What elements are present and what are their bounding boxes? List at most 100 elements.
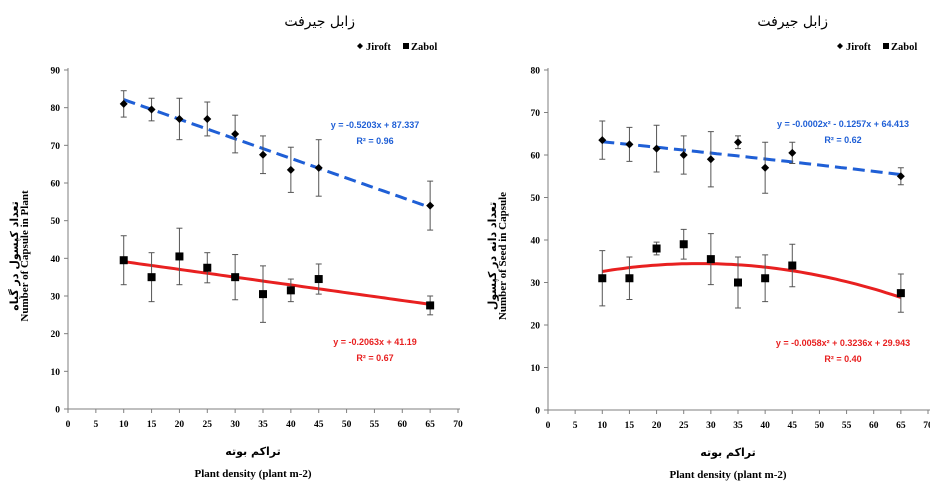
- y-tick-label: 80: [531, 67, 541, 77]
- data-point-zabol: [625, 274, 634, 283]
- equation-zabol: y = -0.0058x² + 0.3236x + 29.943: [776, 338, 910, 348]
- x-tick-label: 0: [66, 420, 71, 430]
- y-axis-label-persian: تعداد کپسول در گیاه: [8, 201, 21, 311]
- x-tick-label: 10: [598, 421, 608, 431]
- x-tick-label: 70: [453, 420, 463, 430]
- x-tick-label: 60: [398, 420, 408, 430]
- x-tick-label: 65: [896, 421, 906, 431]
- data-point-jiroft: [203, 114, 212, 123]
- data-point-jiroft: [314, 163, 323, 172]
- data-point-jiroft: [652, 144, 661, 153]
- data-point-zabol: [426, 301, 435, 310]
- y-tick-label: 30: [531, 279, 541, 289]
- y-tick-label: 10: [531, 364, 541, 374]
- x-tick-label: 45: [314, 420, 324, 430]
- equation-jiroft: y = -0.5203x + 87.337: [331, 120, 420, 130]
- data-point-jiroft: [175, 114, 184, 123]
- legend-marker-jiroft: [357, 43, 363, 49]
- r-squared-jiroft: R² = 0.96: [356, 136, 393, 146]
- x-tick-label: 20: [652, 421, 662, 431]
- x-tick-label: 30: [706, 421, 716, 431]
- data-point-jiroft: [259, 150, 267, 159]
- x-tick-label: 55: [842, 421, 852, 431]
- y-tick-label: 70: [51, 142, 61, 152]
- x-tick-label: 35: [258, 420, 268, 430]
- data-point-zabol: [598, 274, 607, 283]
- y-axis-label: Number of Seed in Capsule: [497, 192, 509, 320]
- data-point-jiroft: [679, 151, 688, 159]
- r-squared-zabol: R² = 0.67: [356, 353, 393, 363]
- x-tick-label: 55: [370, 420, 380, 430]
- x-axis-label-persian: تراکم بوته: [700, 446, 755, 459]
- data-point-jiroft: [119, 99, 128, 108]
- y-tick-label: 40: [531, 237, 541, 247]
- data-point-zabol: [679, 240, 688, 249]
- r-squared-zabol: R² = 0.40: [824, 354, 861, 364]
- data-point-zabol: [119, 256, 128, 265]
- x-tick-label: 35: [733, 421, 743, 431]
- data-point-zabol: [203, 263, 212, 272]
- y-tick-label: 20: [51, 330, 61, 340]
- data-point-jiroft: [598, 136, 607, 145]
- x-tick-label: 15: [625, 421, 635, 431]
- y-axis-label-persian: تعداد دانه در کپسول: [486, 202, 499, 310]
- data-point-jiroft: [706, 155, 715, 164]
- data-point-zabol: [314, 275, 323, 284]
- trendline-zabol: [602, 262, 902, 299]
- x-tick-label: 65: [425, 420, 435, 430]
- data-point-zabol: [259, 290, 267, 299]
- legend: Jiroft Zabol: [357, 42, 437, 53]
- legend-label-zabol: Zabol: [891, 42, 917, 53]
- equation-zabol: y = -0.2063x + 41.19: [333, 337, 417, 347]
- trendline-jiroft: [602, 140, 902, 177]
- y-tick-label: 50: [51, 217, 61, 227]
- data-point-jiroft: [231, 130, 240, 139]
- y-tick-label: 0: [55, 406, 60, 416]
- x-tick-label: 70: [923, 421, 930, 431]
- chart-capsule-per-plant: 0 10 20 30 40 50 60 70 80 90 0 5 10 15 20 25 30 35 40 45 50 5…: [8, 14, 463, 480]
- x-axis-label-persian: تراکم بوته: [225, 445, 280, 458]
- data-point-zabol: [231, 273, 240, 282]
- x-tick-label: 25: [679, 421, 689, 431]
- x-tick-label: 50: [342, 420, 352, 430]
- legend: Jiroft Zabol: [837, 42, 917, 53]
- data-point-zabol: [147, 273, 156, 282]
- y-tick-label: 90: [51, 67, 61, 77]
- x-tick-label: 0: [546, 421, 551, 431]
- trendline-zabol: [123, 260, 431, 306]
- r-squared-jiroft: R² = 0.62: [824, 135, 861, 145]
- x-axis-label: Plant density (plant m-2): [194, 468, 311, 480]
- y-tick-label: 70: [531, 109, 541, 119]
- y-tick-label: 60: [531, 152, 541, 162]
- legend-label-jiroft: Jiroft: [846, 42, 871, 53]
- legend-persian: زابل جیرفت: [757, 14, 828, 30]
- data-point-zabol: [652, 244, 661, 253]
- y-tick-label: 40: [51, 255, 61, 265]
- y-tick-label: 60: [51, 180, 61, 190]
- x-tick-label: 50: [815, 421, 825, 431]
- x-tick-label: 15: [147, 420, 157, 430]
- x-tick-label: 5: [573, 421, 578, 431]
- y-tick-label: 30: [51, 293, 61, 303]
- equation-jiroft: y = -0.0002x² - 0.1257x + 64.413: [777, 119, 909, 129]
- data-point-zabol: [896, 289, 905, 298]
- data-point-zabol: [175, 252, 184, 261]
- x-tick-label: 10: [119, 420, 129, 430]
- data-point-zabol: [788, 261, 797, 270]
- y-axis-label: Number of Capsule in Plant: [19, 190, 31, 322]
- trendline-jiroft: [123, 98, 431, 209]
- x-tick-label: 5: [93, 420, 98, 430]
- data-point-jiroft: [734, 138, 742, 147]
- x-tick-label: 30: [230, 420, 240, 430]
- data-point-jiroft: [788, 148, 797, 157]
- legend-label-zabol: Zabol: [411, 42, 437, 53]
- legend-persian: زابل جیرفت: [284, 14, 355, 30]
- x-tick-label: 25: [203, 420, 213, 430]
- data-point-jiroft: [761, 163, 770, 172]
- data-point-zabol: [734, 278, 742, 287]
- y-tick-label: 0: [535, 407, 540, 417]
- x-tick-label: 60: [869, 421, 879, 431]
- data-point-jiroft: [625, 140, 634, 149]
- y-tick-label: 50: [531, 194, 541, 204]
